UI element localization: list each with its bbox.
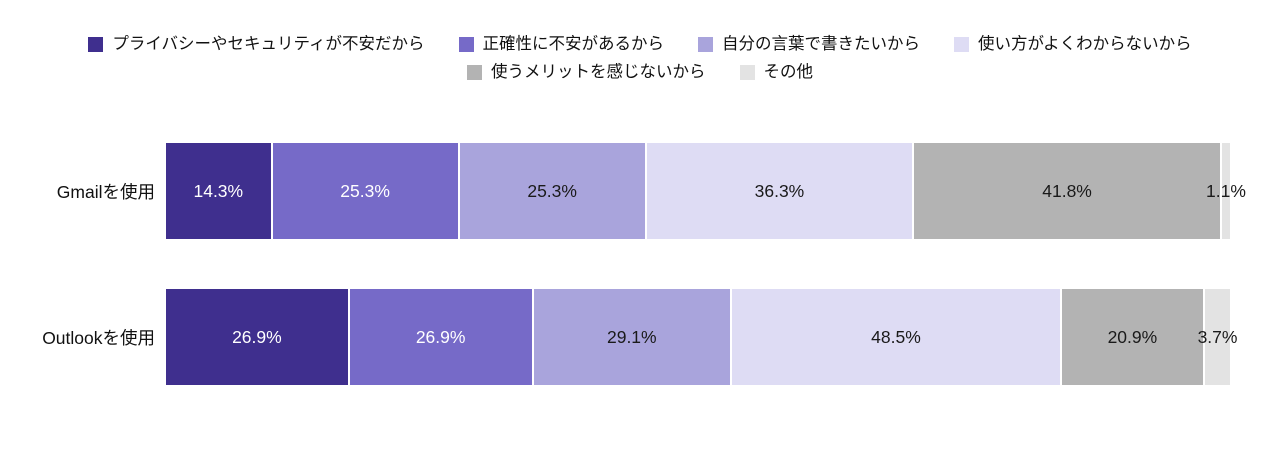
legend-swatch-icon [739, 65, 755, 80]
segment-value-label: 1.1% [1206, 180, 1246, 201]
stacked-bar-chart: Gmailを使用 14.3% 25.3% 25.3% 36.3% 41.8% 1.1% Out… [0, 143, 1246, 385]
bar-segment: 25.3% [270, 143, 458, 239]
segment-value-label: 36.3% [754, 180, 805, 201]
stacked-bar: 26.9% 26.9% 29.1% 48.5% 20.9% 3.7% [166, 289, 1237, 385]
legend-item: 正確性に不安があるから [458, 34, 665, 55]
segment-value-label: 14.3% [193, 180, 244, 201]
legend-label: プライバシーやセキュリティが不安だから [112, 35, 425, 53]
bar-row: Gmailを使用 14.3% 25.3% 25.3% 36.3% 41.8% 1.1% [0, 143, 1246, 239]
bar-segment: 3.7% [1198, 289, 1237, 385]
bar-segment: 26.9% [347, 289, 532, 385]
legend-label: その他 [763, 63, 814, 81]
segment-value-label: 29.1% [606, 326, 657, 347]
legend-label: 使い方がよくわからないから [978, 35, 1192, 53]
legend-item: 使い方がよくわからないから [954, 34, 1192, 55]
bar-segment: 26.9% [166, 289, 348, 385]
chart-legend: プライバシーやセキュリティが不安だから 正確性に不安があるから 自分の言葉で書きたい… [0, 0, 1280, 83]
legend-label: 正確性に不安があるから [482, 35, 665, 53]
legend-item: 自分の言葉で書きたいから [698, 34, 920, 55]
legend-swatch-icon [467, 65, 482, 80]
segment-value-label: 26.9% [232, 326, 282, 347]
legend-row: 使うメリットを感じないから その他 [0, 62, 1280, 83]
bar-segment: 14.3% [166, 143, 271, 239]
segment-value-label: 41.8% [1042, 180, 1092, 201]
category-label: Gmailを使用 [56, 181, 155, 202]
bar-segment: 41.8% [912, 143, 1220, 239]
bar-segment: 1.1% [1206, 143, 1246, 239]
legend-swatch-icon [88, 37, 104, 52]
bar-segment: 25.3% [457, 143, 645, 239]
stacked-bar: 14.3% 25.3% 25.3% 36.3% 41.8% 1.1% [166, 143, 1246, 239]
segment-value-label: 48.5% [871, 326, 921, 347]
legend-swatch-icon [458, 37, 474, 52]
bar-segment: 48.5% [730, 289, 1060, 385]
category-label: Outlookを使用 [42, 327, 155, 348]
segment-value-label: 25.3% [340, 180, 390, 201]
legend-item: その他 [739, 62, 814, 83]
bar-segment: 36.3% [644, 143, 913, 239]
legend-swatch-icon [698, 37, 713, 52]
legend-label: 自分の言葉で書きたいから [722, 35, 920, 53]
legend-item: プライバシーやセキュリティが不安だから [88, 34, 425, 55]
bar-segment: 20.9% [1059, 289, 1203, 385]
legend-label: 使うメリットを感じないから [491, 63, 706, 81]
legend-row: プライバシーやセキュリティが不安だから 正確性に不安があるから 自分の言葉で書きたい… [0, 34, 1280, 55]
bar-row: Outlookを使用 26.9% 26.9% 29.1% 48.5% 20.9% 3.7% [0, 289, 1237, 385]
segment-value-label: 26.9% [415, 326, 466, 347]
legend-item: 使うメリットを感じないから [467, 62, 706, 83]
segment-value-label: 25.3% [527, 180, 577, 201]
segment-value-label: 20.9% [1107, 326, 1158, 347]
bar-segment: 29.1% [531, 289, 731, 385]
legend-swatch-icon [954, 37, 969, 52]
segment-value-label: 3.7% [1197, 326, 1238, 347]
